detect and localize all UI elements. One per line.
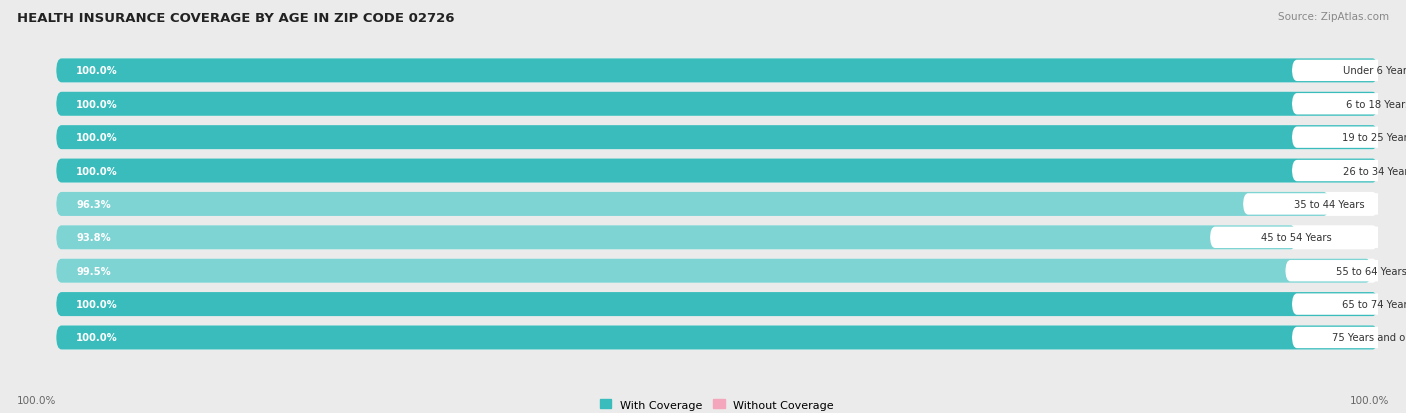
Text: Source: ZipAtlas.com: Source: ZipAtlas.com	[1278, 12, 1389, 22]
FancyBboxPatch shape	[56, 126, 1378, 150]
Text: 99.5%: 99.5%	[76, 266, 111, 276]
Text: 65 to 74 Years: 65 to 74 Years	[1343, 299, 1406, 309]
Text: 35 to 44 Years: 35 to 44 Years	[1294, 199, 1364, 209]
Text: 96.3%: 96.3%	[76, 199, 111, 209]
FancyBboxPatch shape	[56, 326, 1378, 350]
FancyBboxPatch shape	[1243, 194, 1406, 215]
FancyBboxPatch shape	[1292, 61, 1406, 82]
Text: 100.0%: 100.0%	[76, 299, 118, 309]
Text: 55 to 64 Years: 55 to 64 Years	[1336, 266, 1406, 276]
FancyBboxPatch shape	[1211, 227, 1382, 248]
Text: 100.0%: 100.0%	[76, 166, 118, 176]
Text: 100.0%: 100.0%	[1350, 395, 1389, 405]
Legend: With Coverage, Without Coverage: With Coverage, Without Coverage	[600, 399, 834, 410]
Text: 100.0%: 100.0%	[17, 395, 56, 405]
FancyBboxPatch shape	[56, 59, 1378, 83]
FancyBboxPatch shape	[56, 192, 1378, 216]
FancyBboxPatch shape	[56, 126, 1378, 150]
Text: 100.0%: 100.0%	[76, 133, 118, 143]
FancyBboxPatch shape	[56, 292, 1378, 316]
FancyBboxPatch shape	[56, 226, 1296, 250]
FancyBboxPatch shape	[1292, 127, 1406, 149]
FancyBboxPatch shape	[56, 59, 1378, 83]
FancyBboxPatch shape	[1292, 327, 1406, 348]
FancyBboxPatch shape	[56, 326, 1378, 350]
FancyBboxPatch shape	[56, 292, 1378, 316]
FancyBboxPatch shape	[1285, 260, 1406, 282]
FancyBboxPatch shape	[56, 93, 1378, 116]
FancyBboxPatch shape	[56, 259, 1378, 283]
Text: 6 to 18 Years: 6 to 18 Years	[1346, 100, 1406, 109]
Text: Under 6 Years: Under 6 Years	[1343, 66, 1406, 76]
FancyBboxPatch shape	[56, 192, 1329, 216]
Text: 75 Years and older: 75 Years and older	[1331, 333, 1406, 343]
FancyBboxPatch shape	[1292, 94, 1406, 115]
Text: 26 to 34 Years: 26 to 34 Years	[1343, 166, 1406, 176]
Text: 100.0%: 100.0%	[76, 333, 118, 343]
FancyBboxPatch shape	[56, 259, 1371, 283]
FancyBboxPatch shape	[1389, 226, 1406, 249]
FancyBboxPatch shape	[56, 159, 1378, 183]
Text: 19 to 25 Years: 19 to 25 Years	[1343, 133, 1406, 143]
Text: 45 to 54 Years: 45 to 54 Years	[1261, 233, 1331, 243]
FancyBboxPatch shape	[1292, 161, 1406, 182]
FancyBboxPatch shape	[1292, 294, 1406, 315]
Text: HEALTH INSURANCE COVERAGE BY AGE IN ZIP CODE 02726: HEALTH INSURANCE COVERAGE BY AGE IN ZIP …	[17, 12, 454, 25]
Text: 100.0%: 100.0%	[76, 66, 118, 76]
Text: 100.0%: 100.0%	[76, 100, 118, 109]
Text: 93.8%: 93.8%	[76, 233, 111, 243]
FancyBboxPatch shape	[56, 159, 1378, 183]
FancyBboxPatch shape	[56, 226, 1378, 250]
FancyBboxPatch shape	[56, 93, 1378, 116]
